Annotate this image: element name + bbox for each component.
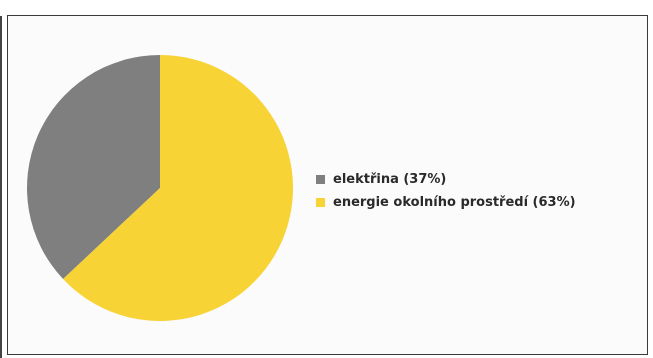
cropped-title-band: [0, 0, 653, 16]
legend-swatch-electricity: [316, 175, 325, 184]
pie-slice-ambient-energy: [63, 55, 293, 322]
left-border-rule: [0, 0, 2, 358]
legend-item-electricity: elektřina (37%): [316, 168, 576, 191]
chart-legend: elektřina (37%) energie okolního prostře…: [316, 168, 576, 214]
legend-label-ambient-energy: energie okolního prostředí (63%): [333, 195, 576, 210]
pie-slice-electricity: [26, 55, 161, 280]
legend-label-electricity: elektřina (37%): [333, 172, 447, 187]
legend-swatch-ambient-energy: [316, 198, 325, 207]
legend-item-ambient-energy: energie okolního prostředí (63%): [316, 191, 576, 214]
